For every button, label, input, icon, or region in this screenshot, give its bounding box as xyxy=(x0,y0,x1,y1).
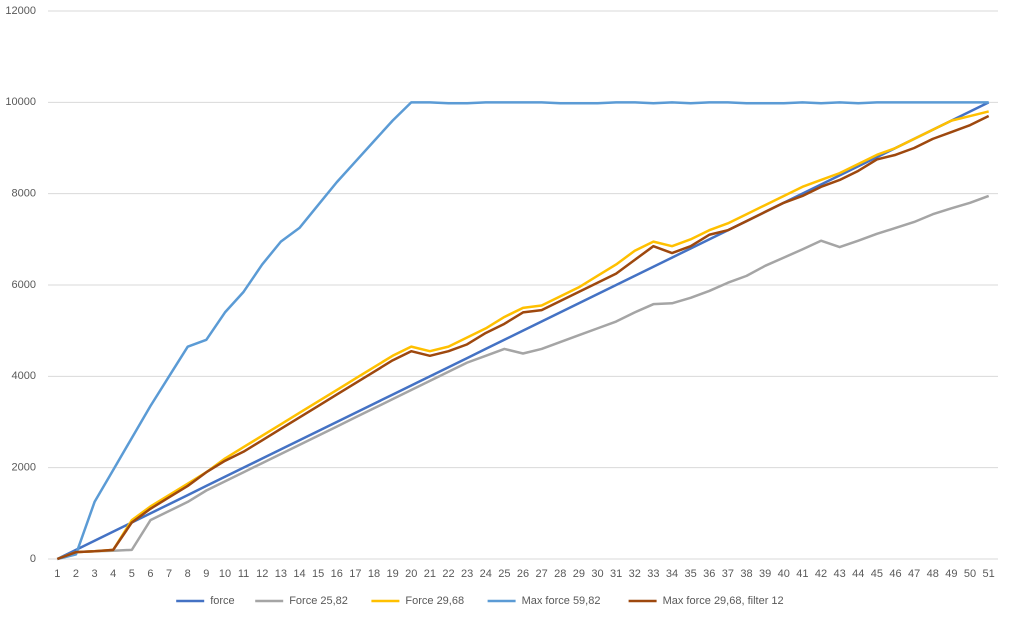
x-tick-label: 40 xyxy=(778,568,790,580)
x-tick-label: 42 xyxy=(815,568,827,580)
x-tick-label: 15 xyxy=(312,568,324,580)
x-tick-label: 26 xyxy=(517,568,529,580)
series-line xyxy=(57,101,989,561)
x-tick-label: 17 xyxy=(349,568,361,580)
x-tick-label: 8 xyxy=(185,568,191,580)
y-tick-label: 8000 xyxy=(12,188,36,200)
y-tick-label: 6000 xyxy=(12,279,36,291)
x-tick-label: 25 xyxy=(498,568,510,580)
x-tick-label: 20 xyxy=(405,568,417,580)
legend-label: Force 25,82 xyxy=(289,595,348,607)
x-tick-label: 33 xyxy=(647,568,659,580)
x-tick-label: 5 xyxy=(129,568,135,580)
series-line xyxy=(56,194,990,561)
series-line xyxy=(56,101,990,561)
x-tick-label: 43 xyxy=(834,568,846,580)
x-tick-label: 48 xyxy=(927,568,939,580)
x-tick-label: 19 xyxy=(386,568,398,580)
y-tick-label: 0 xyxy=(30,553,36,565)
x-tick-label: 12 xyxy=(256,568,268,580)
x-tick-label: 51 xyxy=(983,568,995,580)
x-tick-label: 30 xyxy=(591,568,603,580)
legend-label: Max force 59,82 xyxy=(522,595,601,607)
x-tick-label: 16 xyxy=(331,568,343,580)
x-tick-label: 14 xyxy=(293,568,305,580)
x-tick-label: 37 xyxy=(722,568,734,580)
x-tick-label: 2 xyxy=(73,568,79,580)
legend-label: force xyxy=(210,595,234,607)
legend-label: Max force 29,68, filter 12 xyxy=(663,595,784,607)
x-tick-label: 36 xyxy=(703,568,715,580)
x-tick-label: 4 xyxy=(110,568,116,580)
x-tick-label: 50 xyxy=(964,568,976,580)
x-tick-label: 23 xyxy=(461,568,473,580)
x-tick-label: 34 xyxy=(666,568,678,580)
x-tick-label: 7 xyxy=(166,568,172,580)
x-tick-label: 38 xyxy=(740,568,752,580)
x-tick-label: 10 xyxy=(219,568,231,580)
x-tick-label: 32 xyxy=(629,568,641,580)
x-tick-label: 31 xyxy=(610,568,622,580)
x-tick-label: 28 xyxy=(554,568,566,580)
x-tick-label: 49 xyxy=(945,568,957,580)
x-tick-label: 18 xyxy=(368,568,380,580)
x-tick-label: 13 xyxy=(275,568,287,580)
x-tick-label: 24 xyxy=(480,568,492,580)
x-tick-label: 9 xyxy=(203,568,209,580)
x-tick-label: 35 xyxy=(685,568,697,580)
x-tick-label: 47 xyxy=(908,568,920,580)
x-tick-label: 1 xyxy=(54,568,60,580)
x-tick-label: 21 xyxy=(424,568,436,580)
y-tick-label: 12000 xyxy=(5,5,36,17)
x-tick-label: 39 xyxy=(759,568,771,580)
x-tick-label: 6 xyxy=(147,568,153,580)
legend-label: Force 29,68 xyxy=(405,595,464,607)
x-tick-label: 11 xyxy=(238,568,249,580)
x-tick-label: 22 xyxy=(442,568,454,580)
y-tick-label: 4000 xyxy=(12,370,36,382)
x-tick-label: 29 xyxy=(573,568,585,580)
x-tick-label: 45 xyxy=(871,568,883,580)
y-tick-label: 10000 xyxy=(5,96,36,108)
x-tick-label: 41 xyxy=(796,568,808,580)
x-tick-label: 44 xyxy=(852,568,864,580)
x-tick-label: 3 xyxy=(92,568,98,580)
x-tick-label: 46 xyxy=(889,568,901,580)
x-tick-label: 27 xyxy=(536,568,548,580)
series-line xyxy=(56,114,990,561)
y-tick-label: 2000 xyxy=(12,462,36,474)
